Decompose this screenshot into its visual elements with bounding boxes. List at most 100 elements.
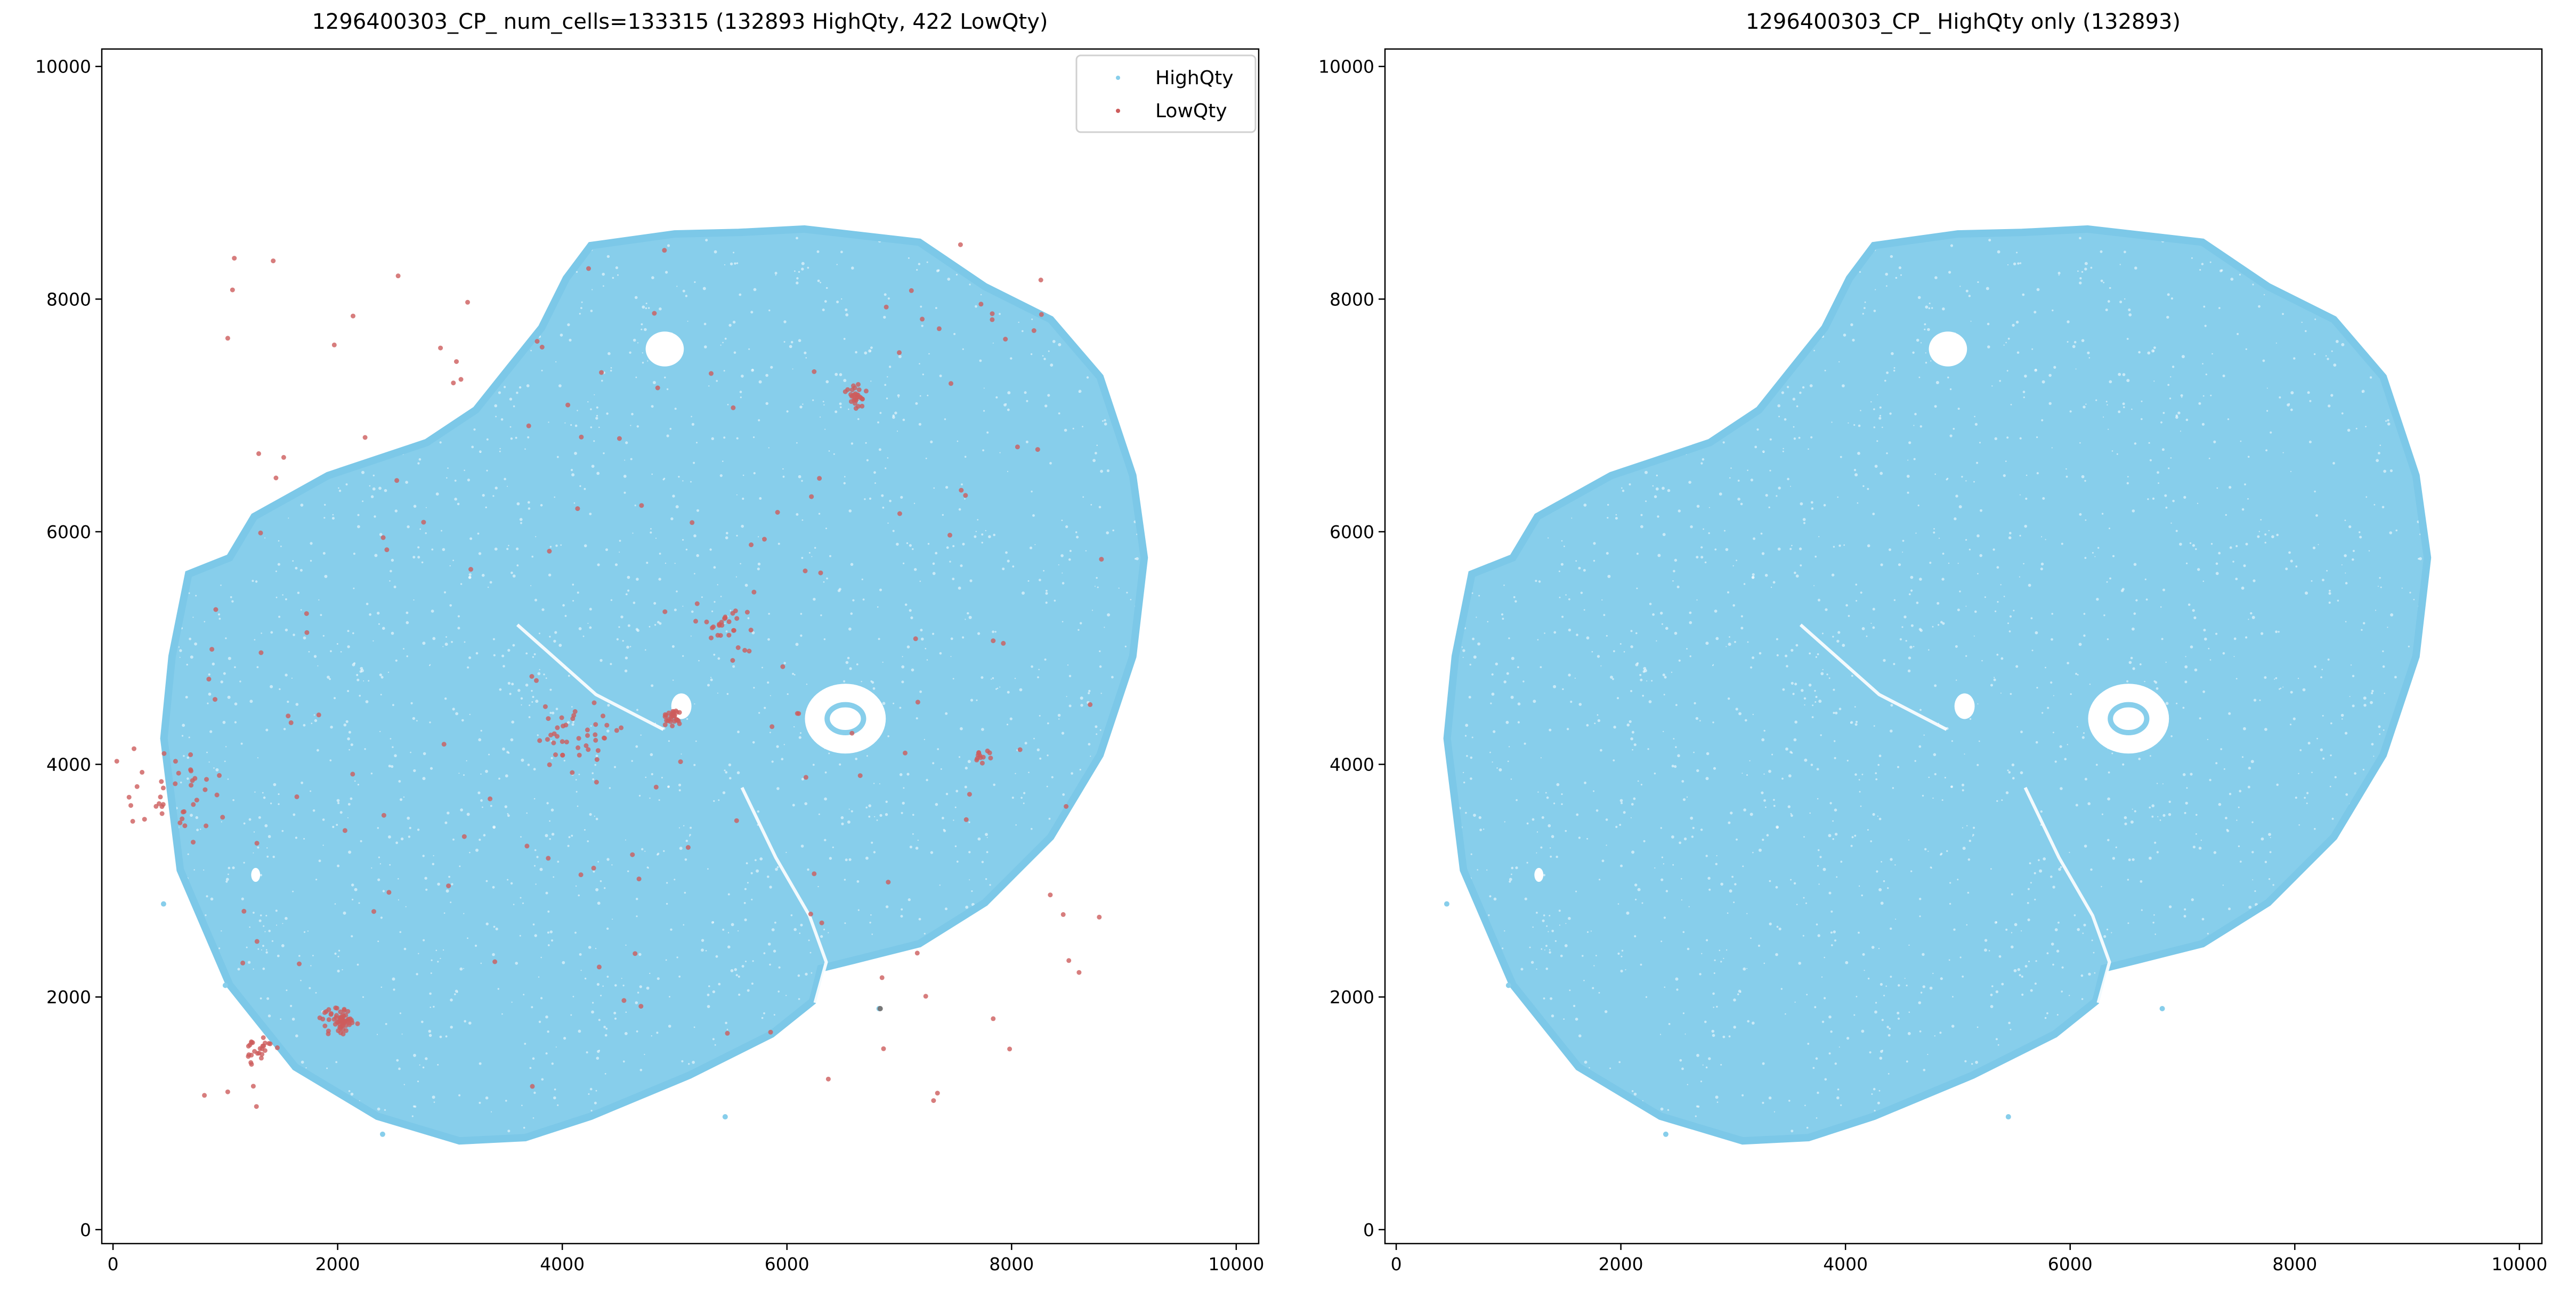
highqty-gap-speck [1603, 468, 1606, 471]
highqty-gap-speck [1883, 659, 1885, 662]
highqty-gap-speck [794, 271, 796, 272]
lowqty-point [909, 288, 914, 293]
highqty-gap-speck [1934, 405, 1937, 408]
highqty-gap-speck [1678, 424, 1681, 426]
highqty-gap-speck [712, 991, 715, 993]
highqty-gap-speck [423, 939, 425, 941]
highqty-gap-speck [492, 886, 495, 889]
lowqty-point [546, 856, 550, 860]
highqty-gap-speck [824, 638, 825, 640]
highqty-gap-speck [653, 602, 656, 605]
lowqty-point [803, 569, 808, 573]
highqty-gap-speck [381, 676, 384, 679]
highqty-gap-speck [1817, 865, 1819, 867]
highqty-gap-speck [258, 505, 261, 508]
highqty-gap-speck [751, 983, 754, 985]
highqty-gap-speck [2405, 249, 2406, 250]
lowqty-point [206, 677, 211, 681]
highqty-gap-speck [1100, 810, 1103, 812]
highqty-gap-speck [1882, 427, 1883, 428]
highqty-gap-speck [1752, 573, 1755, 576]
highqty-gap-speck [939, 375, 942, 377]
highqty-gap-speck [1890, 928, 1892, 930]
highqty-gap-speck [1703, 415, 1704, 416]
highqty-gap-speck [1514, 457, 1517, 459]
highqty-gap-speck [352, 373, 355, 376]
highqty-gap-speck [971, 1134, 974, 1137]
highqty-gap-speck [1476, 319, 1477, 320]
highqty-gap-speck [440, 333, 442, 335]
highqty-gap-speck [455, 712, 458, 716]
highqty-gap-speck [1785, 655, 1787, 657]
highqty-gap-speck [772, 928, 775, 931]
highqty-gap-speck [498, 391, 501, 394]
highqty-gap-speck [2321, 669, 2323, 670]
highqty-gap-speck [691, 416, 692, 418]
highqty-gap-speck [737, 772, 740, 775]
highqty-gap-speck [2129, 661, 2132, 664]
highqty-gap-speck [1481, 483, 1483, 484]
highqty-gap-speck [1678, 1144, 1680, 1146]
highqty-gap-speck [1553, 685, 1556, 688]
highqty-gap-speck [1104, 374, 1107, 376]
highqty-gap-speck [884, 384, 886, 386]
lowqty-point [709, 371, 714, 376]
lowqty-point [690, 520, 694, 525]
highqty-gap-speck [717, 1098, 719, 1100]
highqty-gap-speck [906, 1095, 908, 1097]
highqty-gap-speck [2102, 814, 2103, 815]
highqty-gap-speck [596, 407, 598, 409]
highqty-gap-speck [2433, 278, 2435, 280]
highqty-gap-speck [1696, 413, 1697, 415]
highqty-gap-speck [1701, 953, 1702, 954]
highqty-gap-speck [1119, 1075, 1121, 1077]
highqty-gap-speck [2251, 760, 2254, 763]
highqty-gap-speck [2332, 872, 2335, 874]
highqty-gap-speck [577, 806, 579, 807]
highqty-gap-speck [430, 261, 431, 263]
highqty-gap-speck [2021, 994, 2023, 996]
highqty-gap-speck [2182, 1102, 2185, 1105]
highqty-gap-speck [1706, 1067, 1708, 1069]
highqty-gap-speck [460, 808, 463, 811]
highqty-gap-speck [336, 824, 338, 826]
highqty-gap-speck [2230, 546, 2232, 549]
highqty-gap-speck [993, 1106, 994, 1107]
highqty-gap-speck [1087, 376, 1089, 378]
highqty-gap-speck [1825, 608, 1827, 611]
highqty-gap-speck [896, 543, 899, 546]
highqty-gap-speck [571, 835, 573, 837]
highqty-gap-speck [2184, 812, 2186, 814]
highqty-gap-speck [1877, 1102, 1880, 1105]
highqty-gap-speck [746, 862, 748, 864]
lowqty-point [949, 381, 953, 386]
highqty-gap-speck [1113, 245, 1115, 248]
highqty-gap-speck [2126, 227, 2129, 230]
highqty-gap-speck [1463, 782, 1465, 783]
highqty-gap-speck [1816, 281, 1817, 282]
highqty-gap-speck [878, 1086, 880, 1088]
highqty-gap-speck [241, 898, 244, 900]
highqty-gap-speck [1137, 721, 1140, 725]
highqty-gap-speck [602, 1125, 604, 1128]
highqty-gap-speck [219, 618, 221, 620]
highqty-gap-speck [2152, 922, 2154, 923]
highqty-gap-speck [338, 421, 339, 423]
highqty-gap-speck [2285, 266, 2287, 267]
highqty-gap-speck [1532, 818, 1535, 821]
highqty-gap-speck [791, 341, 793, 344]
highqty-gap-speck [1556, 444, 1558, 446]
highqty-gap-speck [958, 587, 961, 590]
highqty-gap-speck [1465, 724, 1468, 727]
highqty-gap-speck [454, 993, 456, 995]
highqty-gap-speck [594, 764, 596, 766]
highqty-gap-speck [1768, 327, 1769, 328]
highqty-gap-speck [1686, 270, 1688, 273]
highqty-gap-speck [468, 656, 471, 659]
highqty-gap-speck [846, 661, 849, 664]
highqty-gap-speck [884, 293, 887, 296]
highqty-gap-speck [2179, 543, 2182, 546]
highqty-gap-speck [2112, 450, 2113, 452]
highqty-gap-speck [1489, 895, 1491, 897]
highqty-gap-speck [1088, 690, 1090, 692]
